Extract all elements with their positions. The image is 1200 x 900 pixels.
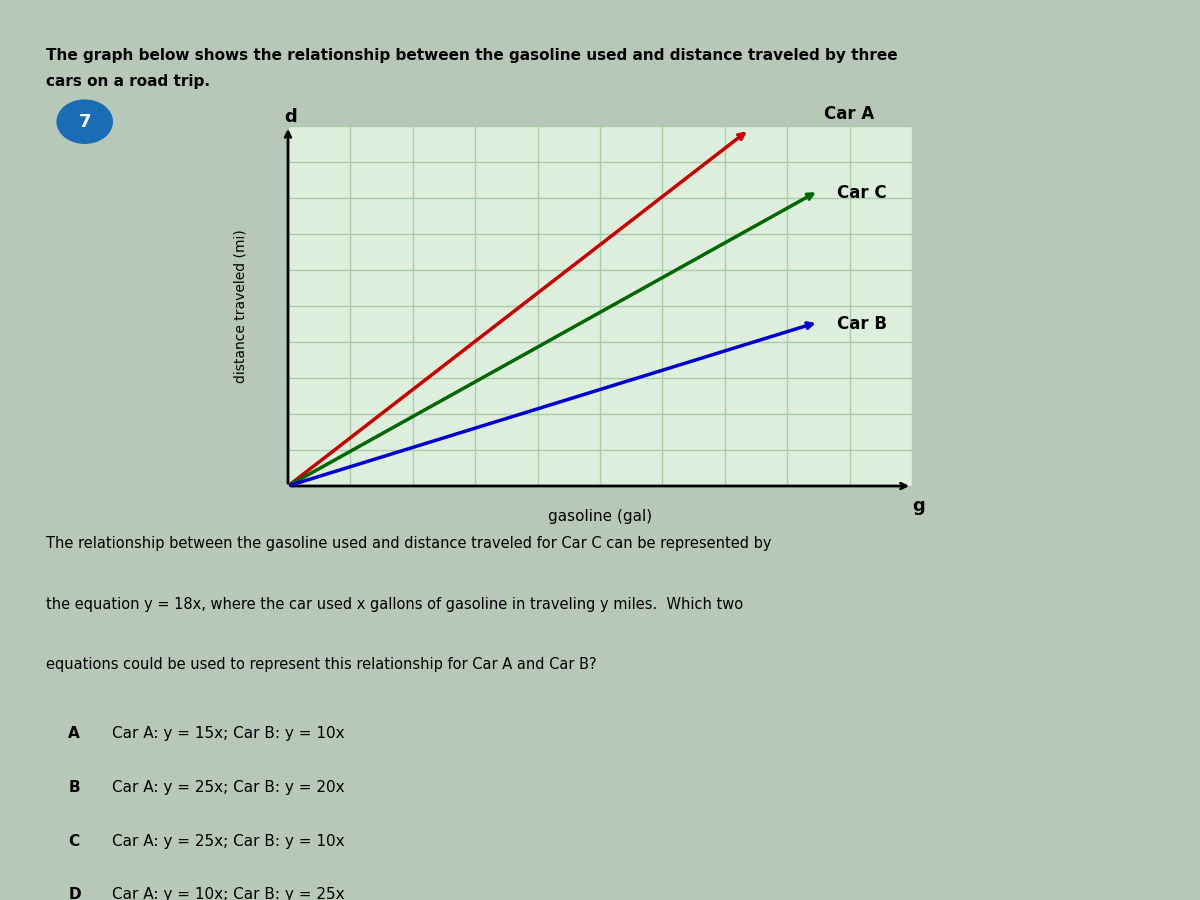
Text: distance traveled (mi): distance traveled (mi)	[233, 230, 247, 382]
Text: g: g	[912, 497, 925, 515]
Text: A: A	[68, 726, 80, 742]
Text: cars on a road trip.: cars on a road trip.	[46, 74, 210, 89]
Circle shape	[58, 100, 113, 143]
Text: C: C	[68, 833, 79, 849]
Text: d: d	[284, 108, 298, 126]
Text: D: D	[68, 887, 80, 900]
Text: Car A: y = 25x; Car B: y = 10x: Car A: y = 25x; Car B: y = 10x	[113, 833, 344, 849]
Text: equations could be used to represent this relationship for Car A and Car B?: equations could be used to represent thi…	[46, 657, 596, 672]
Text: Car A: Car A	[824, 104, 874, 122]
Text: gasoline (gal): gasoline (gal)	[548, 508, 652, 524]
Text: Car C: Car C	[838, 184, 887, 202]
Text: Car A: y = 25x; Car B: y = 20x: Car A: y = 25x; Car B: y = 20x	[113, 780, 344, 795]
Text: Car A: y = 15x; Car B: y = 10x: Car A: y = 15x; Car B: y = 10x	[113, 726, 344, 742]
Text: The graph below shows the relationship between the gasoline used and distance tr: The graph below shows the relationship b…	[46, 49, 898, 63]
Text: Car B: Car B	[838, 315, 887, 333]
Text: 7: 7	[78, 112, 91, 130]
Text: the equation y = 18x, where the car used x gallons of gasoline in traveling y mi: the equation y = 18x, where the car used…	[46, 597, 743, 612]
Text: The relationship between the gasoline used and distance traveled for Car C can b: The relationship between the gasoline us…	[46, 536, 772, 552]
Text: B: B	[68, 780, 79, 795]
Text: Car A: y = 10x; Car B: y = 25x: Car A: y = 10x; Car B: y = 25x	[113, 887, 344, 900]
